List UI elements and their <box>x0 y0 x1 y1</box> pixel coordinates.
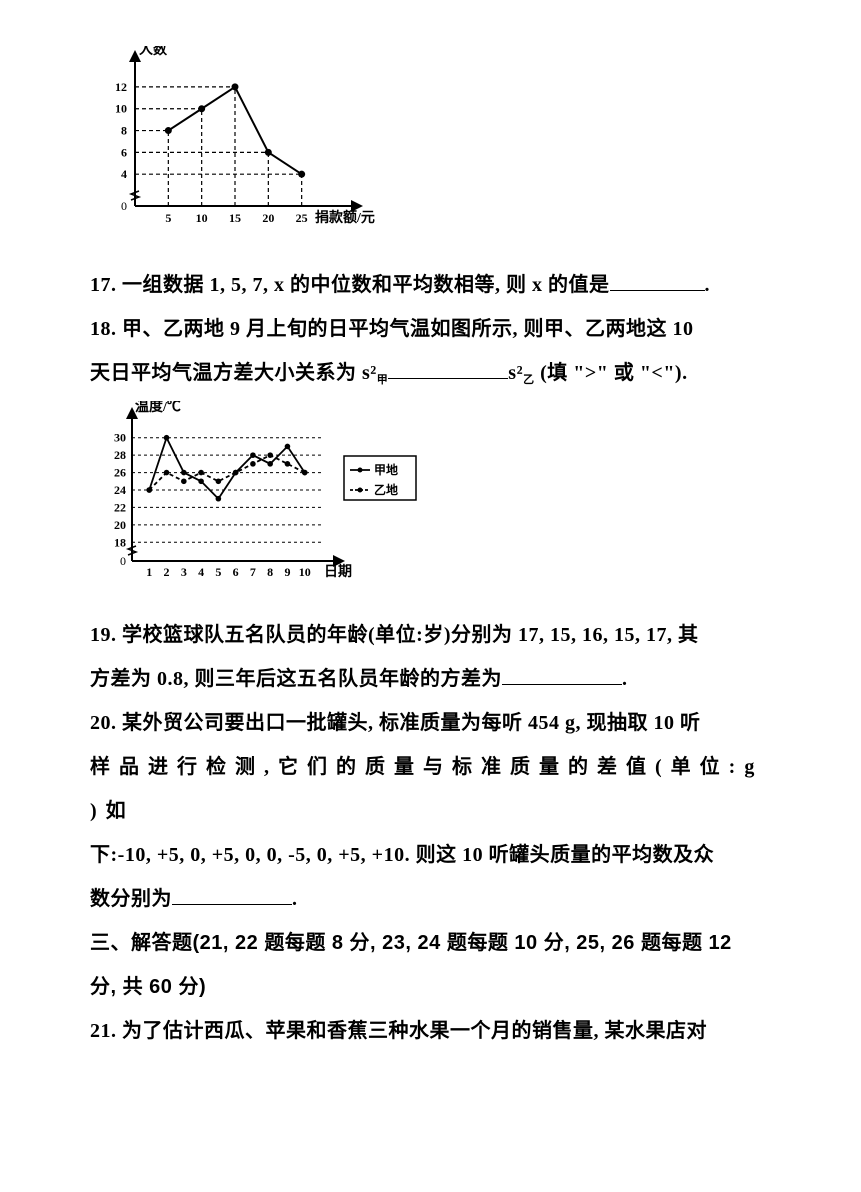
svg-text:8: 8 <box>267 565 273 579</box>
svg-text:10: 10 <box>115 102 127 116</box>
svg-text:5: 5 <box>215 565 221 579</box>
svg-text:4: 4 <box>198 565 204 579</box>
svg-text:9: 9 <box>284 565 290 579</box>
svg-text:4: 4 <box>121 167 127 181</box>
svg-text:捐款额/元: 捐款额/元 <box>315 209 375 226</box>
question-18-line1: 18. 甲、乙两地 9 月上旬的日平均气温如图所示, 则甲、乙两地这 10 <box>90 307 771 351</box>
svg-text:28: 28 <box>114 448 126 462</box>
q19-after: . <box>622 668 628 690</box>
svg-text:10: 10 <box>299 565 311 579</box>
svg-text:22: 22 <box>114 500 126 514</box>
s-yi: s²乙 <box>508 362 534 384</box>
svg-text:15: 15 <box>229 211 241 225</box>
donation-chart: 0 4 6 8 10 12 5 10 15 20 25 人数捐款额/元 <box>90 46 771 241</box>
svg-text:1: 1 <box>146 565 152 579</box>
question-20-line1: 20. 某外贸公司要出口一批罐头, 标准质量为每听 454 g, 现抽取 10 … <box>90 701 771 745</box>
svg-text:30: 30 <box>114 431 126 445</box>
svg-text:26: 26 <box>114 466 126 480</box>
q18-l2: 天日平均气温方差大小关系为 <box>90 362 357 384</box>
q19-l2: 方差为 0.8, 则三年后这五名队员年龄的方差为 <box>90 668 502 690</box>
svg-text:18: 18 <box>114 535 126 549</box>
q18-l1: 18. 甲、乙两地 9 月上旬的日平均气温如图所示, 则甲、乙两地这 10 <box>90 318 694 340</box>
svg-text:6: 6 <box>121 145 127 159</box>
q17-after: . <box>705 274 711 296</box>
svg-text:0: 0 <box>121 199 127 213</box>
question-19-line2: 方差为 0.8, 则三年后这五名队员年龄的方差为. <box>90 657 771 701</box>
section-3-heading: 三、解答题(21, 22 题每题 8 分, 23, 24 题每题 10 分, 2… <box>90 921 771 965</box>
q20-l4: 数分别为 <box>90 888 172 910</box>
temperature-chart: 0 18 20 22 24 26 28 30 123456789 10 温度/℃ 日期 甲地乙地 <box>90 401 771 591</box>
svg-text:日期: 日期 <box>324 564 352 580</box>
svg-text:7: 7 <box>250 565 256 579</box>
question-20-line4: 数分别为. <box>90 877 771 921</box>
svg-text:20: 20 <box>114 518 126 532</box>
question-20-line2: 样 品 进 行 检 测 , 它 们 的 质 量 与 标 准 质 量 的 差 值 … <box>90 745 771 833</box>
svg-text:12: 12 <box>115 80 127 94</box>
svg-text:温度/℃: 温度/℃ <box>135 401 181 415</box>
svg-text:乙地: 乙地 <box>374 482 398 497</box>
svg-text:8: 8 <box>121 124 127 138</box>
svg-text:20: 20 <box>262 211 274 225</box>
svg-text:2: 2 <box>164 565 170 579</box>
q19-l1: 19. 学校篮球队五名队员的年龄(单位:岁)分别为 17, 15, 16, 15… <box>90 624 698 646</box>
question-18-line2: 天日平均气温方差大小关系为 s²甲 s²乙 (填 ">" 或 "<"). <box>90 351 771 395</box>
q19-blank <box>502 666 622 685</box>
svg-text:5: 5 <box>165 211 171 225</box>
svg-text:10: 10 <box>196 211 208 225</box>
svg-text:0: 0 <box>120 554 126 568</box>
q18-blank <box>388 360 508 379</box>
svg-text:3: 3 <box>181 565 187 579</box>
svg-text:6: 6 <box>233 565 239 579</box>
s-jia: s²甲 <box>362 362 388 384</box>
q18-hint: (填 ">" 或 "<"). <box>540 362 688 384</box>
q20-after: . <box>292 888 298 910</box>
svg-text:人数: 人数 <box>139 46 168 58</box>
q20-blank <box>172 886 292 905</box>
question-19-line1: 19. 学校篮球队五名队员的年龄(单位:岁)分别为 17, 15, 16, 15… <box>90 613 771 657</box>
q17-blank <box>610 272 705 291</box>
question-17: 17. 一组数据 1, 5, 7, x 的中位数和平均数相等, 则 x 的值是. <box>90 263 771 307</box>
section-3-heading-line2: 分, 共 60 分) <box>90 965 771 1009</box>
question-21-line1: 21. 为了估计西瓜、苹果和香蕉三种水果一个月的销售量, 某水果店对 <box>90 1009 771 1053</box>
question-20-line3: 下:-10, +5, 0, +5, 0, 0, -5, 0, +5, +10. … <box>90 833 771 877</box>
q17-text: 17. 一组数据 1, 5, 7, x 的中位数和平均数相等, 则 x 的值是 <box>90 274 610 296</box>
svg-text:25: 25 <box>296 211 308 225</box>
svg-text:24: 24 <box>114 483 126 497</box>
svg-text:甲地: 甲地 <box>374 462 398 477</box>
